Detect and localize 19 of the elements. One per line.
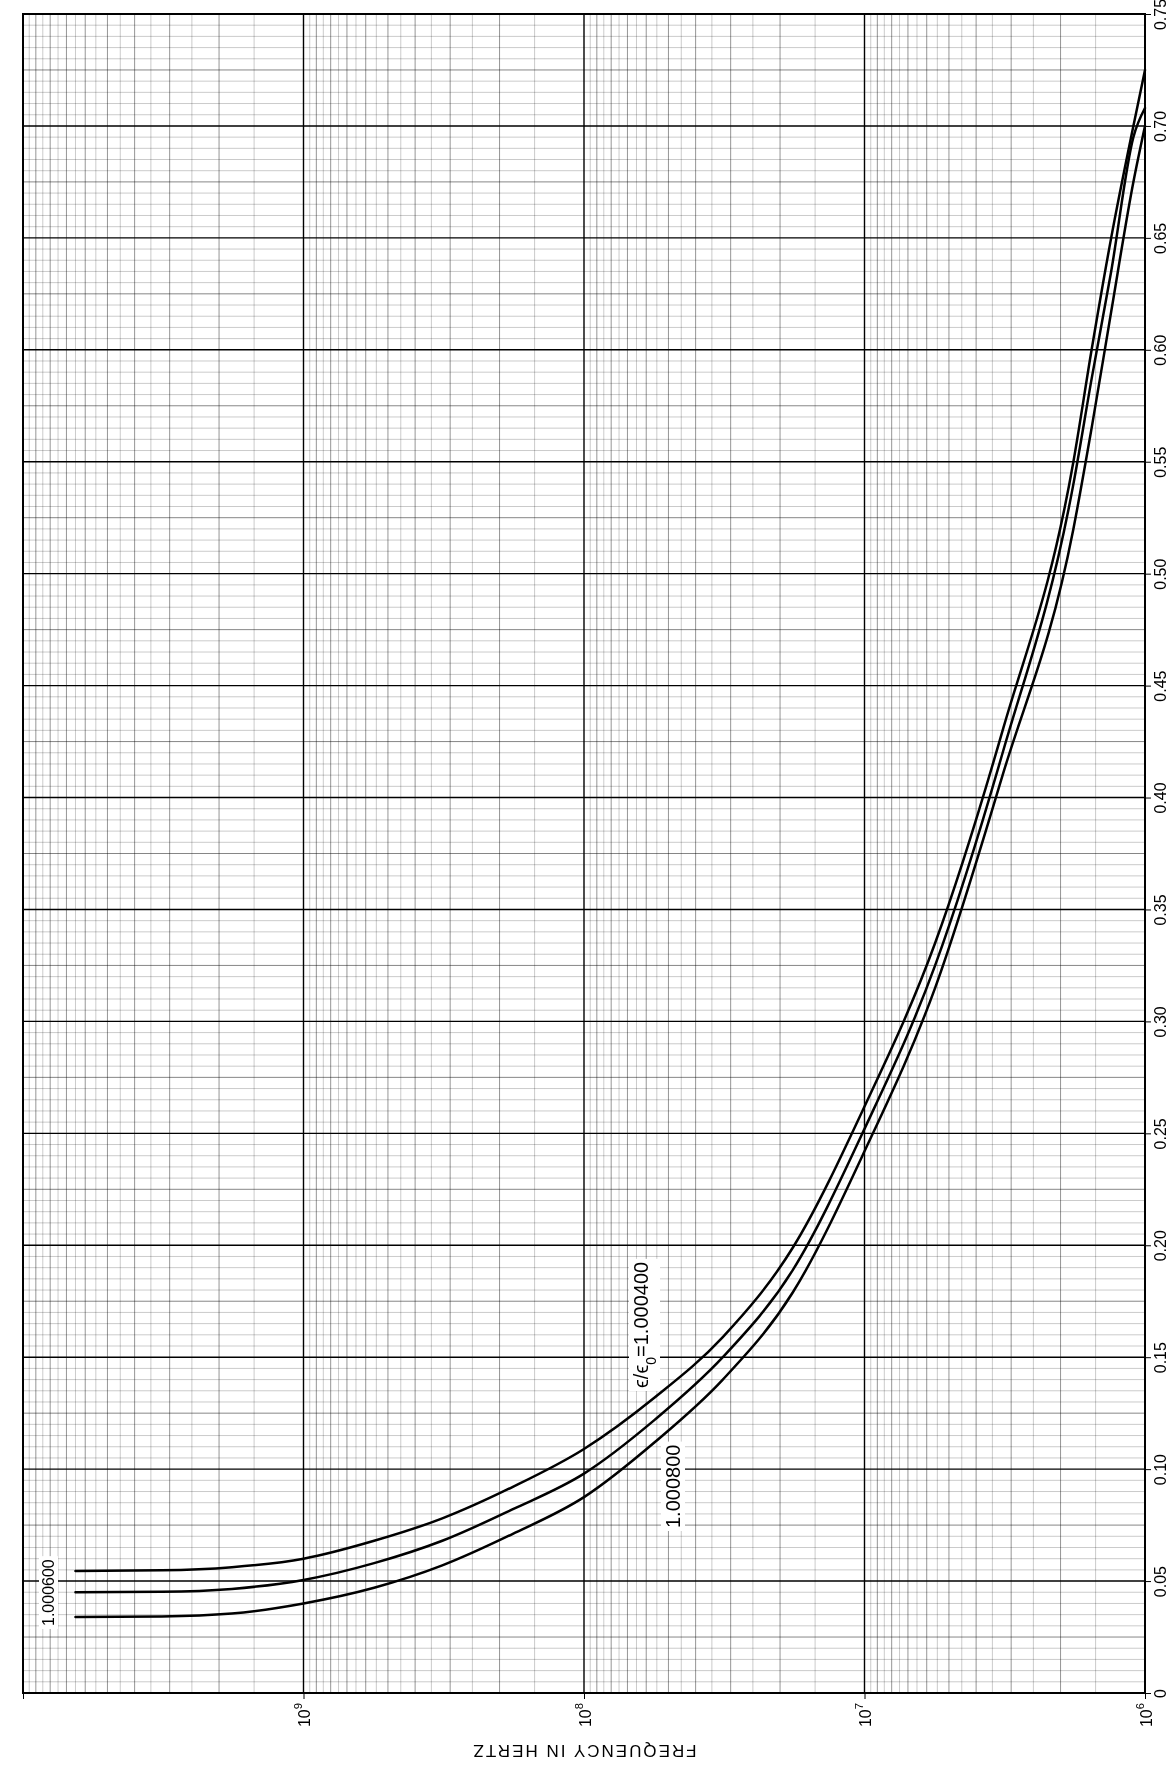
y-tick-label: 0.40	[1152, 782, 1170, 814]
y-tick-label: 0.35	[1152, 894, 1170, 926]
y-tick-label: 0.45	[1152, 670, 1170, 702]
y-tick-label: 0.15	[1152, 1342, 1170, 1374]
y-tick-label: 0.55	[1152, 446, 1170, 478]
y-tick-label: 0.75	[1152, 0, 1170, 31]
text: 1.000800	[662, 1444, 684, 1528]
y-tick-label: 0.10	[1152, 1453, 1170, 1486]
y-tick-label: 0	[1152, 1688, 1170, 1698]
y-tick-label: 0.30	[1152, 1006, 1170, 1038]
x-axis-title: FREQUENCY IN HERTZ	[471, 1741, 697, 1761]
y-tick-label: 0.25	[1152, 1118, 1170, 1150]
y-tick-label: 0.05	[1152, 1565, 1170, 1598]
text: 1.000600	[40, 1559, 57, 1626]
y-tick-label: 0.70	[1152, 110, 1170, 142]
y-tick-label: 0.20	[1152, 1230, 1170, 1262]
y-tick-label: 0.60	[1152, 334, 1170, 366]
y-tick-label: 0.65	[1152, 222, 1170, 254]
y-tick-label: 0.50	[1152, 558, 1170, 590]
